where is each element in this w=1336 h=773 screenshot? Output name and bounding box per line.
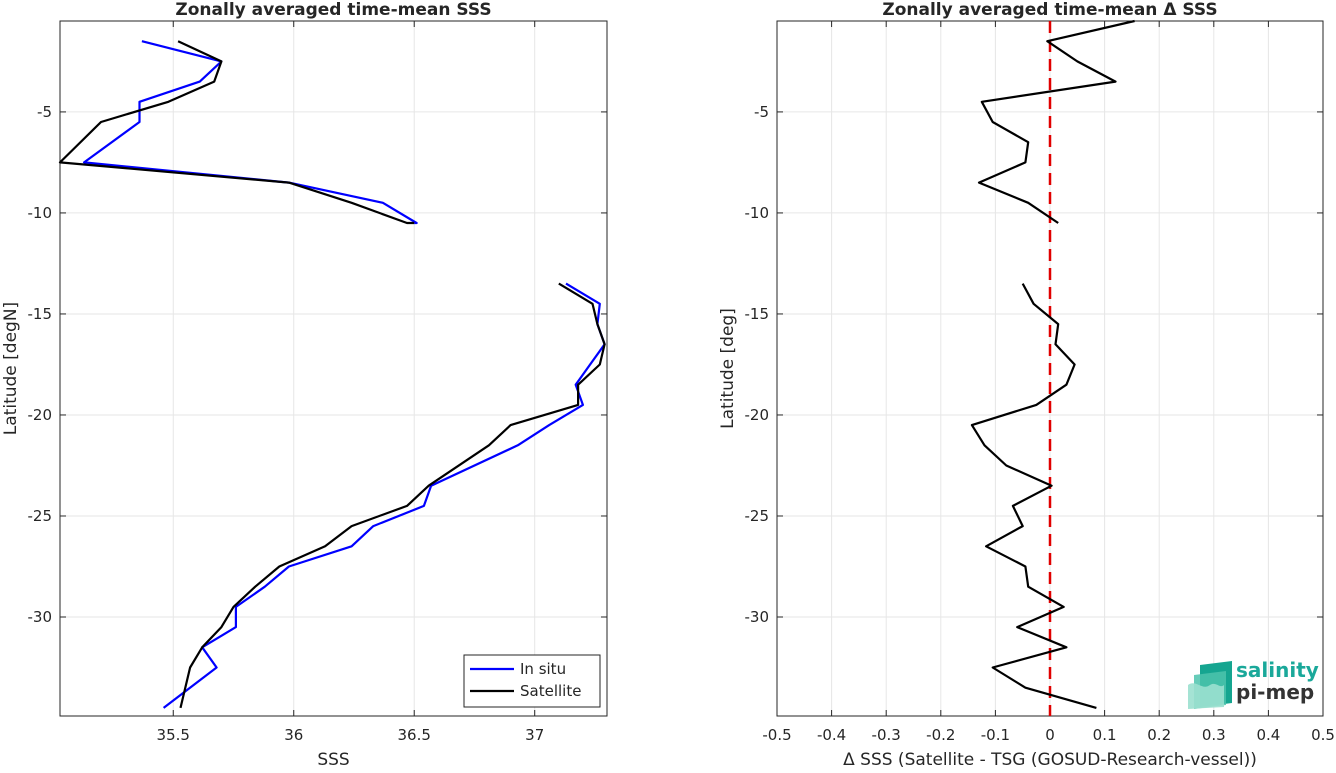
x-tick-label: -0.5 [762, 726, 791, 744]
x-tick-label: 36 [284, 726, 303, 744]
x-tick-label: 37 [525, 726, 544, 744]
series-line-satellite-4 [179, 282, 606, 709]
series-line-in-situ-3 [162, 282, 606, 709]
y-tick-label: -20 [28, 406, 53, 424]
y-tick-label: -15 [745, 305, 770, 323]
legend-label: In situ [520, 660, 566, 678]
x-tick-label: -0.1 [981, 726, 1010, 744]
y-tick-label: -25 [28, 507, 53, 525]
y-axis-label: Latitude [degN] [1, 302, 21, 435]
y-tick-label: -20 [745, 406, 770, 424]
y-axis-label: Latitude [deg] [718, 308, 738, 429]
y-tick-label: -10 [745, 204, 770, 222]
series-line-satellite-2 [58, 40, 415, 225]
y-tick-label: -5 [37, 103, 52, 121]
y-tick-label: -15 [28, 305, 53, 323]
x-axis-label: SSS [317, 750, 349, 769]
chart-panel-1: 35.5 36 36.5 37 -5 -10 -15 -20 -25 -30 Zonally ave… [1, 0, 608, 770]
series-line-delta-2 [970, 283, 1097, 709]
x-tick-label: 0.4 [1256, 726, 1280, 744]
y-tick-label: -10 [28, 204, 53, 222]
x-tick-label: 0 [1045, 726, 1055, 744]
logo-text-salinity: salinity [1236, 658, 1319, 682]
x-axis-label: Δ SSS (Satellite - TSG (GOSUD-Research-v… [843, 750, 1257, 769]
x-tick-label: -0.4 [817, 726, 846, 744]
y-tick-label: -30 [745, 608, 770, 626]
legend-box [463, 654, 601, 708]
series-line-in-situ-1 [82, 40, 418, 225]
wave-logo-icon [1188, 661, 1232, 709]
x-tick-label: -0.2 [926, 726, 955, 744]
series-line-delta-1 [977, 19, 1135, 224]
y-tick-label: -25 [745, 507, 770, 525]
x-tick-label: 0.5 [1311, 726, 1335, 744]
x-tick-label: 0.2 [1147, 726, 1171, 744]
y-tick-label: -30 [28, 608, 53, 626]
y-tick-label: -5 [754, 103, 769, 121]
x-tick-label: 36.5 [398, 726, 431, 744]
axes-box [59, 20, 608, 717]
legend: In situ Satellite [463, 654, 601, 708]
legend-label: Satellite [520, 682, 581, 700]
chart-title: Zonally averaged time-mean SSS [175, 0, 491, 20]
logo-text-pi-mep: pi-mep [1236, 680, 1315, 704]
chart-title: Zonally averaged time-mean Δ SSS [882, 0, 1217, 20]
chart-panel-2: -0.5 -0.4 -0.3 -0.2 -0.1 0 0.1 0.2 0.3 0.4 0.5 -5 -1… [718, 0, 1335, 770]
salinity-pi-mep-logo: salinity pi-mep [1188, 657, 1319, 709]
x-tick-label: -0.3 [872, 726, 901, 744]
x-tick-label: 0.3 [1202, 726, 1226, 744]
x-tick-label: 35.5 [157, 726, 190, 744]
x-tick-label: 0.1 [1093, 726, 1117, 744]
